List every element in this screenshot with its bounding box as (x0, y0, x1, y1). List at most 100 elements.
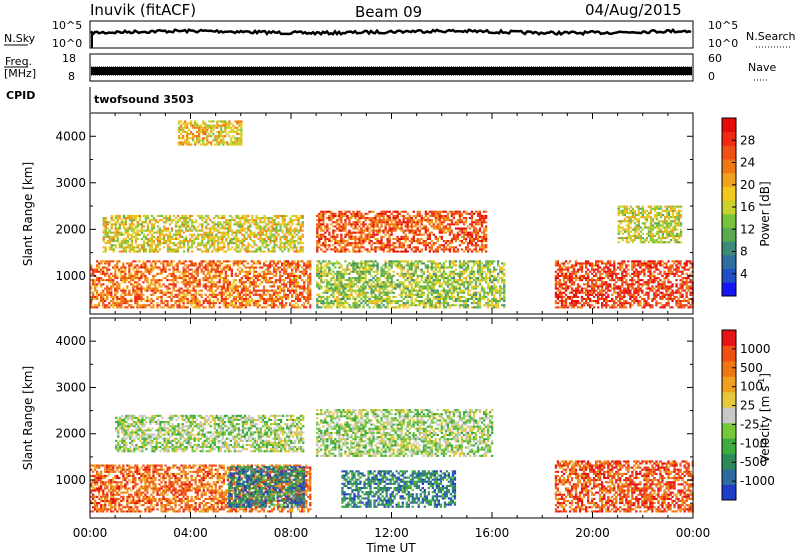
power-cell (241, 240, 243, 242)
power-cell (391, 234, 393, 236)
power-cell (249, 273, 251, 275)
power-cell (336, 228, 338, 230)
power-cell (213, 277, 215, 279)
power-cell (239, 240, 241, 242)
power-cell (356, 290, 358, 292)
power-cell (239, 230, 241, 232)
power-cell (465, 281, 467, 283)
power-cell (221, 228, 223, 230)
power-cell (237, 217, 239, 219)
power-cell (397, 223, 399, 225)
power-cell (318, 236, 320, 238)
power-cell (457, 281, 459, 283)
power-cell (131, 238, 133, 240)
power-cell (350, 290, 352, 292)
power-cell (346, 211, 348, 213)
power-cell (147, 217, 149, 219)
power-cell (387, 211, 389, 213)
power-cell (150, 300, 152, 302)
power-cell (303, 273, 305, 275)
power-cell (110, 294, 112, 296)
power-cell (370, 279, 372, 281)
power-cell (370, 240, 372, 242)
power-cell (407, 306, 409, 308)
power-cell (183, 238, 185, 240)
power-cell (411, 238, 413, 240)
power-cell (249, 304, 251, 306)
power-cell (435, 236, 437, 238)
power-cell (271, 223, 273, 225)
power-cell (439, 302, 441, 304)
power-cell (191, 304, 193, 306)
power-cell (449, 298, 451, 300)
power-cell (231, 219, 233, 221)
power-cell (395, 228, 397, 230)
power-cell (172, 306, 174, 308)
power-cell (473, 213, 475, 215)
power-cell (157, 215, 159, 217)
power-cell (123, 215, 125, 217)
power-cell (225, 267, 227, 269)
power-cell (465, 238, 467, 240)
power-cell (403, 242, 405, 244)
power-cell (465, 234, 467, 236)
power-cell (219, 285, 221, 287)
power-cell (302, 242, 304, 244)
power-cell (411, 262, 413, 264)
power-cell (350, 279, 352, 281)
power-cell (163, 246, 165, 248)
power-cell (354, 223, 356, 225)
power-cell (338, 273, 340, 275)
power-cell (376, 221, 378, 223)
power-cell (293, 304, 295, 306)
power-cell (160, 285, 162, 287)
power-cell (340, 271, 342, 273)
power-cell (142, 306, 144, 308)
power-cell (391, 223, 393, 225)
power-cell (433, 251, 435, 253)
power-cell (174, 283, 176, 285)
power-cell (342, 296, 344, 298)
power-cell (387, 281, 389, 283)
power-cell (143, 244, 145, 246)
power-cell (395, 283, 397, 285)
power-cell (332, 262, 334, 264)
power-cell (437, 228, 439, 230)
power-cell (132, 288, 134, 290)
power-cell (332, 288, 334, 290)
power-cell (385, 271, 387, 273)
power-cell (387, 217, 389, 219)
power-cell (380, 269, 382, 271)
power-cell (344, 279, 346, 281)
power-cell (387, 277, 389, 279)
beam-label: Beam 09 (355, 3, 422, 21)
power-cell (336, 306, 338, 308)
power-cell (485, 215, 487, 217)
power-cell (370, 211, 372, 213)
power-cell (443, 304, 445, 306)
power-cell (271, 302, 273, 304)
power-cell (336, 288, 338, 290)
power-cell (316, 246, 318, 248)
power-cell (247, 230, 249, 232)
power-cell (401, 251, 403, 253)
power-cell (372, 300, 374, 302)
power-cell (451, 219, 453, 221)
power-cell (257, 232, 259, 234)
power-cell (352, 298, 354, 300)
power-cell (401, 269, 403, 271)
power-cell (302, 225, 304, 227)
power-cell (291, 273, 293, 275)
power-cell (391, 300, 393, 302)
power-cell (120, 306, 122, 308)
power-cell (233, 288, 235, 290)
power-cell (283, 292, 285, 294)
power-cell (407, 244, 409, 246)
power-cell (297, 275, 299, 277)
power-cell (332, 234, 334, 236)
power-cell (148, 273, 150, 275)
power-cell (463, 251, 465, 253)
power-cell (142, 273, 144, 275)
power-cell (174, 296, 176, 298)
power-cell (235, 242, 237, 244)
